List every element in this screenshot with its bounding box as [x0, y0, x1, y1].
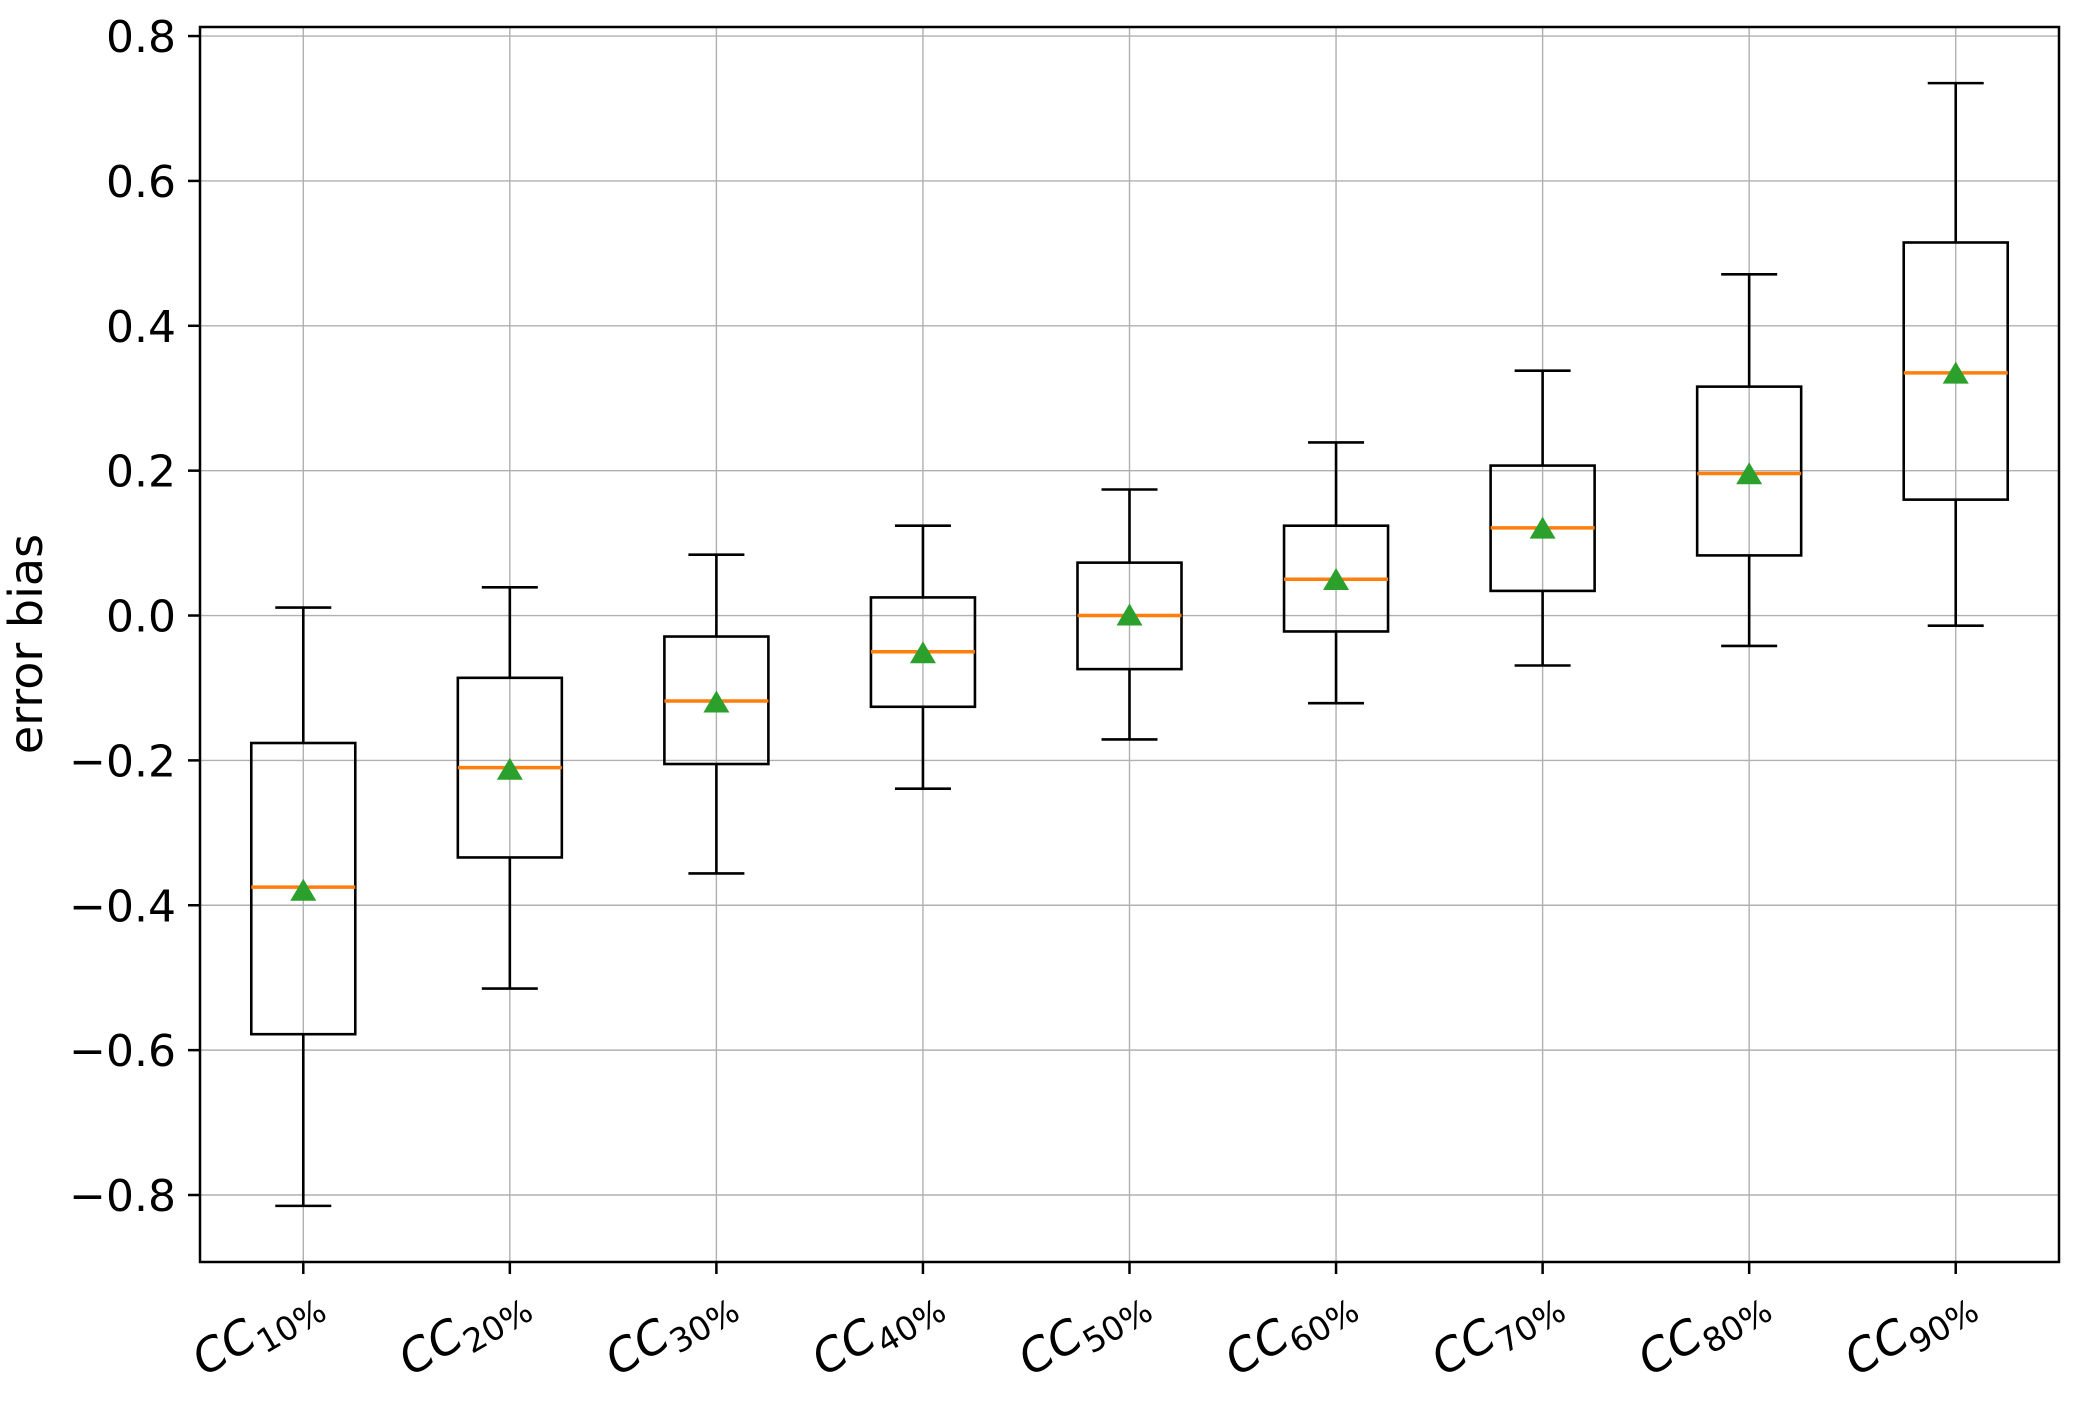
box-CC20% [456, 585, 564, 990]
box-CC70% [1489, 369, 1596, 667]
x-tick-label: CC70% [1422, 1271, 1572, 1393]
mean-marker [1942, 361, 1969, 384]
x-tick-label: CC90% [1835, 1271, 1985, 1393]
y-tick-label: −0.8 [69, 1171, 176, 1222]
x-tick-label: CC30% [596, 1271, 746, 1393]
y-tick-label: 0.8 [106, 12, 176, 63]
mean-marker [496, 757, 523, 780]
grid-lines [200, 27, 2059, 1262]
box-CC40% [869, 524, 977, 790]
mean-marker [909, 641, 936, 664]
y-axis-label: error bias [0, 534, 53, 754]
iqr-box [1902, 241, 2010, 501]
mean-marker [703, 690, 730, 713]
y-tick-label: −0.2 [69, 736, 176, 787]
y-tick-label: 0.6 [106, 157, 176, 208]
x-tick-label: CC40% [802, 1271, 952, 1393]
x-tick-label: CC20% [389, 1271, 539, 1393]
mean-marker [1736, 462, 1763, 485]
boxplot-series [249, 81, 2010, 1208]
box-CC50% [1076, 488, 1183, 741]
y-tick-label: −0.4 [69, 881, 176, 932]
box-CC60% [1282, 441, 1390, 705]
axes-frame [188, 25, 2061, 1274]
box-CC10% [249, 606, 357, 1208]
mean-marker [1529, 516, 1556, 539]
x-tick-label: CC50% [1009, 1271, 1159, 1393]
y-tick-label: 0.0 [106, 592, 176, 643]
y-tick-label: −0.6 [69, 1026, 176, 1077]
x-tick-label: CC10% [183, 1271, 333, 1393]
mean-marker [1323, 568, 1350, 591]
mean-marker [1116, 603, 1143, 626]
box-CC80% [1695, 273, 1803, 648]
box-CC90% [1902, 81, 2010, 627]
x-tick-label: CC60% [1215, 1271, 1365, 1393]
box-CC30% [663, 553, 770, 875]
iqr-box [1695, 385, 1803, 557]
y-tick-label: 0.4 [106, 302, 176, 353]
y-tick-label: 0.2 [106, 447, 176, 498]
mean-marker [290, 878, 317, 901]
x-tick-label: CC80% [1628, 1271, 1778, 1393]
